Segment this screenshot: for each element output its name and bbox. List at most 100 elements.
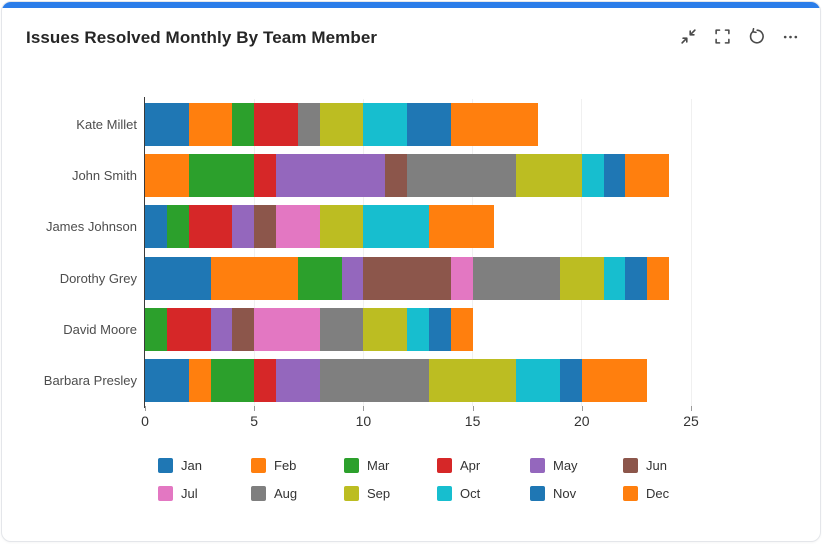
legend-swatch	[158, 458, 173, 473]
legend-swatch	[251, 486, 266, 501]
legend-item-dec[interactable]: Dec	[597, 481, 690, 506]
bar-segment[interactable]	[363, 307, 408, 351]
legend-item-feb[interactable]: Feb	[225, 453, 318, 478]
bar-segment[interactable]	[145, 256, 211, 300]
bar-segment[interactable]	[166, 307, 211, 351]
bar-segment[interactable]	[363, 103, 408, 147]
x-axis-tick	[254, 406, 256, 411]
bar-segment[interactable]	[559, 358, 582, 402]
legend-item-mar[interactable]: Mar	[318, 453, 411, 478]
x-axis-tick-label: 15	[464, 413, 481, 429]
y-axis-label: Kate Millet	[76, 117, 137, 133]
bar-segment[interactable]	[145, 154, 189, 198]
bar-segment[interactable]	[254, 307, 320, 351]
x-axis-tick-label: 25	[683, 413, 699, 429]
bar-segment[interactable]	[450, 103, 539, 147]
collapse-button[interactable]	[678, 28, 698, 48]
bar-segment[interactable]	[363, 205, 429, 249]
legend-item-nov[interactable]: Nov	[504, 481, 597, 506]
bar-segment[interactable]	[647, 256, 670, 300]
chart-plot	[144, 97, 692, 408]
bar-segment[interactable]	[363, 256, 451, 300]
bar-segment[interactable]	[319, 205, 364, 249]
bar-segment[interactable]	[428, 358, 517, 402]
bar-segment[interactable]	[188, 154, 255, 198]
bar-segment[interactable]	[145, 358, 189, 402]
bar-segment[interactable]	[603, 256, 626, 300]
legend-item-jan[interactable]: Jan	[132, 453, 225, 478]
bar-segment[interactable]	[341, 256, 364, 300]
bar-segment[interactable]	[276, 358, 320, 402]
legend-label: Apr	[460, 458, 481, 473]
bar-segment[interactable]	[407, 307, 429, 351]
refresh-button[interactable]	[746, 27, 766, 48]
bar-segment[interactable]	[145, 307, 167, 351]
bar-row	[145, 256, 670, 300]
bar-segment[interactable]	[516, 154, 582, 198]
bar-segment[interactable]	[254, 103, 298, 147]
bar-segment[interactable]	[210, 256, 298, 300]
bar-segment[interactable]	[625, 256, 648, 300]
bar-segment[interactable]	[254, 154, 277, 198]
card-header: Issues Resolved Monthly By Team Member	[26, 27, 800, 48]
bar-segment[interactable]	[319, 358, 429, 402]
bar-segment[interactable]	[145, 205, 167, 249]
bar-segment[interactable]	[472, 256, 560, 300]
fullscreen-button[interactable]	[712, 28, 732, 48]
x-axis-tick	[145, 406, 146, 411]
bar-segment[interactable]	[450, 307, 473, 351]
bar-row	[145, 307, 473, 351]
y-axis-label: John Smith	[71, 168, 137, 184]
legend-swatch	[158, 486, 173, 501]
bar-segment[interactable]	[232, 205, 255, 249]
bar-segment[interactable]	[145, 103, 189, 147]
bar-segment[interactable]	[210, 358, 255, 402]
bar-segment[interactable]	[166, 205, 189, 249]
bar-segment[interactable]	[625, 154, 670, 198]
bar-segment[interactable]	[385, 154, 408, 198]
bar-segment[interactable]	[188, 103, 233, 147]
bar-segment[interactable]	[254, 358, 276, 402]
bar-segment[interactable]	[428, 307, 451, 351]
bar-segment[interactable]	[450, 256, 473, 300]
bar-segment[interactable]	[581, 358, 648, 402]
collapse-icon	[680, 28, 697, 48]
bar-segment[interactable]	[188, 358, 211, 402]
more-button[interactable]	[780, 28, 800, 48]
bar-segment[interactable]	[319, 103, 364, 147]
bar-segment[interactable]	[319, 307, 364, 351]
bar-segment[interactable]	[559, 256, 604, 300]
legend-swatch	[623, 458, 638, 473]
bar-segment[interactable]	[275, 205, 320, 249]
bar-segment[interactable]	[297, 256, 342, 300]
bar-segment[interactable]	[232, 307, 255, 351]
bar-segment[interactable]	[254, 205, 276, 249]
y-axis-label: James Johnson	[45, 219, 137, 235]
legend-item-oct[interactable]: Oct	[411, 481, 504, 506]
bar-segment[interactable]	[428, 205, 495, 249]
legend-item-sep[interactable]: Sep	[318, 481, 411, 506]
bar-row	[145, 358, 648, 402]
legend-item-jun[interactable]: Jun	[597, 453, 690, 478]
bar-segment[interactable]	[407, 154, 517, 198]
legend-item-jul[interactable]: Jul	[132, 481, 225, 506]
x-axis-tick-label: 10	[355, 413, 372, 429]
bar-segment[interactable]	[276, 154, 386, 198]
x-axis-tick-label: 20	[574, 413, 590, 429]
legend-item-aug[interactable]: Aug	[225, 481, 318, 506]
legend-item-may[interactable]: May	[504, 453, 597, 478]
y-axis-line	[144, 97, 145, 408]
bar-segment[interactable]	[188, 205, 233, 249]
legend-item-apr[interactable]: Apr	[411, 453, 504, 478]
bar-segment[interactable]	[581, 154, 604, 198]
bar-segment[interactable]	[297, 103, 320, 147]
bar-segment[interactable]	[407, 103, 451, 147]
bar-segment[interactable]	[232, 103, 255, 147]
card-accent-bar	[2, 2, 820, 8]
legend-label: Oct	[460, 486, 481, 501]
bar-segment[interactable]	[516, 358, 560, 402]
bar-segment[interactable]	[210, 307, 233, 351]
bar-segment[interactable]	[603, 154, 626, 198]
legend-label: Nov	[553, 486, 577, 501]
